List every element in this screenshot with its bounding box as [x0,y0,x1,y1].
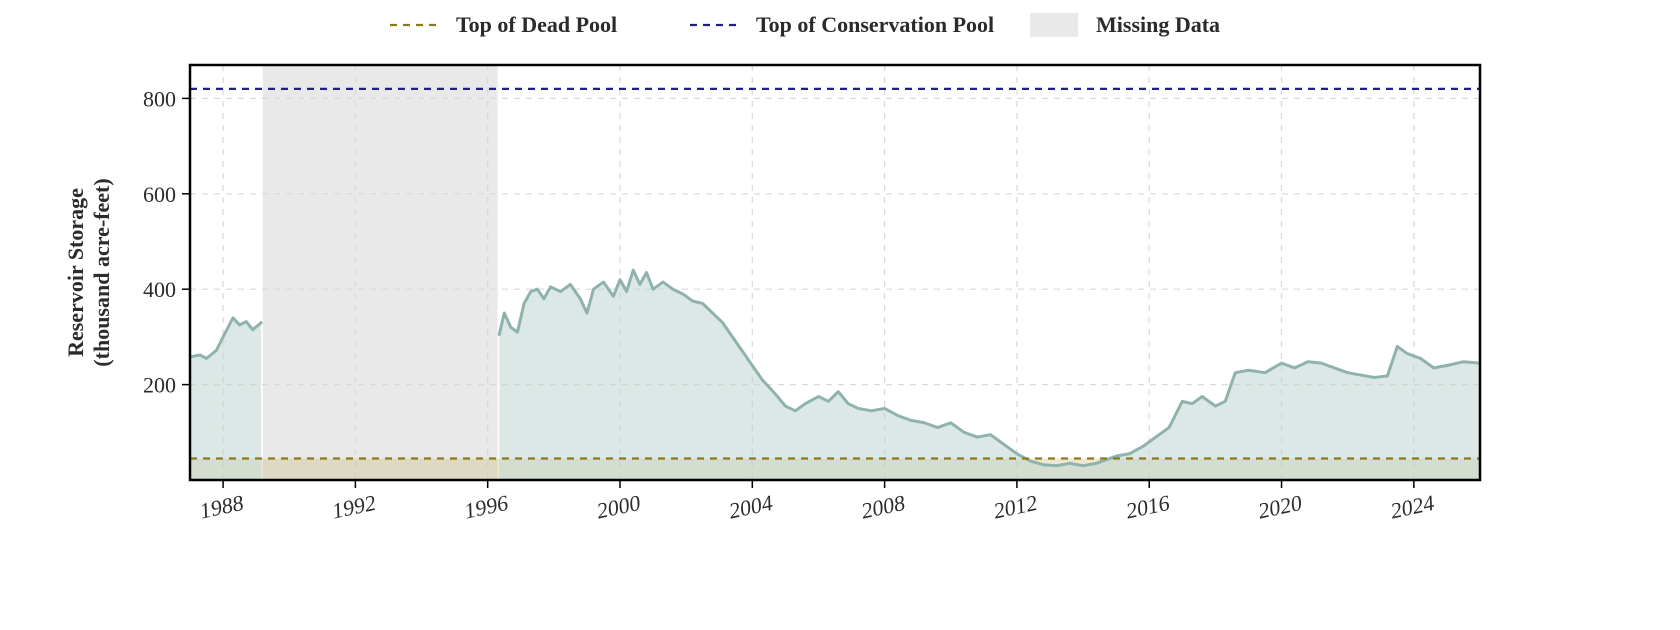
x-tick-label: 2004 [727,490,775,524]
x-tick-label: 1988 [197,490,245,524]
legend-label: Missing Data [1096,12,1220,37]
x-tick-label: 1992 [330,490,378,524]
x-tick-label: 2024 [1388,490,1436,524]
legend-label: Top of Dead Pool [456,12,617,37]
x-tick-label: 2016 [1124,490,1172,524]
x-tick-label: 2000 [594,490,642,524]
x-tick-label: 2012 [991,490,1039,524]
storage-area [499,270,1480,480]
legend-swatch-missing [1030,13,1078,37]
x-tick-label: 2008 [859,490,907,524]
legend-label: Top of Conservation Pool [756,12,994,37]
storage-area [190,318,261,480]
missing-data-band [263,65,498,480]
y-axis-label: Reservoir Storage(thousand acre-feet) [63,178,114,366]
x-tick-label: 2020 [1256,490,1304,524]
y-tick-label: 400 [143,277,176,302]
reservoir-storage-chart: 200 400 600 800 Reservoir Storage(thousand a… [0,0,1680,630]
y-tick-label: 200 [143,373,176,398]
y-tick-label: 600 [143,182,176,207]
y-tick-label: 800 [143,86,176,111]
x-tick-label: 1996 [462,490,510,524]
